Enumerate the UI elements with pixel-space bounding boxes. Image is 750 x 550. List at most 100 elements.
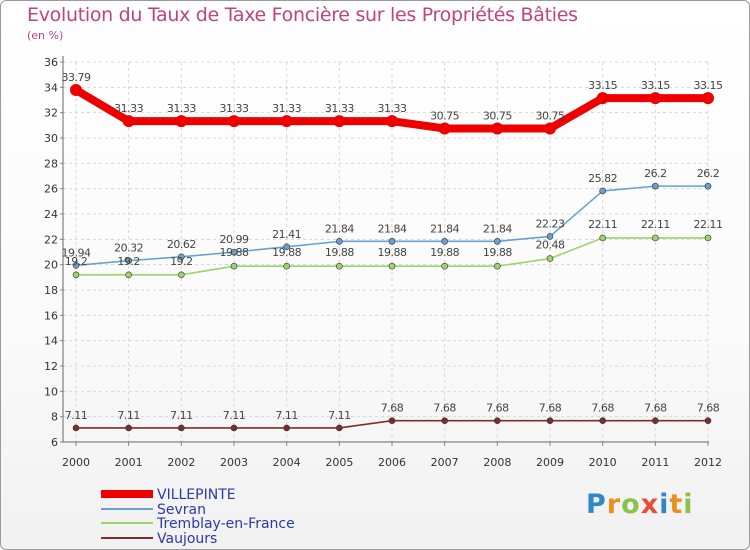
data-point — [336, 238, 343, 245]
data-point — [336, 424, 343, 432]
y-tick-label: 16 — [44, 309, 58, 322]
y-tick-label: 32 — [44, 107, 58, 120]
x-tick-label: 2000 — [62, 456, 90, 469]
data-label: 21.84 — [378, 222, 407, 235]
x-tick-label: 2009 — [536, 456, 564, 469]
data-point — [72, 271, 80, 279]
data-point — [336, 262, 343, 270]
data-point — [652, 417, 659, 425]
legend-label: Vaujours — [157, 531, 217, 547]
data-point — [70, 83, 82, 96]
data-label: 19.88 — [272, 246, 301, 259]
data-label: 33.79 — [62, 71, 91, 84]
data-point — [388, 262, 396, 270]
data-point — [72, 424, 80, 432]
data-label: 21.84 — [430, 222, 459, 235]
x-tick-label: 2003 — [220, 456, 248, 469]
y-tick-label: 18 — [44, 284, 58, 297]
data-point — [438, 122, 451, 135]
data-point — [704, 234, 712, 242]
data-label: 19.88 — [378, 246, 407, 259]
data-label: 31.33 — [272, 102, 301, 115]
data-point — [652, 234, 659, 242]
data-point — [441, 238, 448, 245]
data-label: 21.84 — [483, 222, 512, 235]
data-label: 7.68 — [433, 402, 456, 415]
data-label: 31.33 — [378, 102, 407, 115]
x-tick-label: 2011 — [641, 456, 669, 469]
x-tick-label: 2006 — [378, 456, 406, 469]
legend-label: Sevran — [157, 502, 206, 518]
data-point — [230, 262, 238, 270]
data-point — [494, 417, 501, 425]
data-point — [704, 417, 712, 425]
data-label: 20.99 — [220, 233, 249, 246]
data-point — [125, 257, 132, 264]
y-tick-label: 6 — [51, 436, 58, 449]
data-point — [228, 115, 240, 128]
data-point — [546, 233, 554, 240]
data-point — [599, 234, 606, 242]
data-label: 30.75 — [483, 110, 512, 123]
data-point — [704, 182, 712, 190]
data-point — [494, 262, 501, 270]
data-label: 19.2 — [65, 255, 88, 268]
data-point — [333, 115, 346, 128]
data-label: 7.11 — [170, 409, 193, 422]
chart-title: Evolution du Taux de Taxe Foncière sur l… — [27, 4, 578, 26]
data-label: 33.15 — [641, 79, 670, 92]
data-point — [599, 417, 606, 425]
data-label: 26.2 — [644, 167, 667, 180]
y-tick-label: 34 — [44, 81, 58, 94]
y-tick-label: 26 — [44, 183, 58, 196]
legend-label: VILLEPINTE — [157, 487, 236, 503]
data-label: 7.11 — [275, 409, 298, 422]
x-tick-label: 2008 — [483, 456, 511, 469]
data-label: 21.84 — [325, 222, 354, 235]
data-point — [125, 271, 132, 279]
data-label: 30.75 — [536, 110, 565, 123]
x-tick-label: 2004 — [273, 456, 301, 469]
data-label: 21.41 — [272, 228, 301, 241]
data-label: 7.11 — [117, 409, 140, 422]
data-label: 7.68 — [644, 402, 667, 415]
data-label: 19.2 — [170, 255, 193, 268]
data-label: 7.68 — [539, 402, 562, 415]
data-point — [491, 122, 504, 135]
data-point — [441, 417, 448, 425]
data-point — [546, 255, 554, 262]
data-label: 22.11 — [694, 218, 723, 231]
x-tick-label: 2001 — [115, 456, 143, 469]
data-label: 20.48 — [536, 239, 565, 252]
data-label: 7.11 — [223, 409, 246, 422]
x-tick-label: 2010 — [589, 456, 617, 469]
data-point — [178, 271, 185, 279]
data-point — [702, 92, 714, 105]
data-label: 7.68 — [486, 402, 509, 415]
data-label: 33.15 — [694, 79, 723, 92]
data-label: 7.11 — [328, 409, 351, 422]
data-label: 22.11 — [641, 218, 670, 231]
y-tick-label: 30 — [44, 132, 58, 145]
y-tick-label: 28 — [44, 157, 58, 170]
data-label: 26.2 — [697, 167, 720, 180]
data-point — [283, 243, 290, 251]
data-point — [546, 417, 554, 425]
data-point — [388, 417, 396, 425]
data-label: 7.68 — [591, 402, 614, 415]
data-label: 19.94 — [62, 246, 91, 259]
data-point — [652, 182, 659, 190]
data-point — [386, 115, 398, 128]
data-label: 31.33 — [220, 102, 249, 115]
data-point — [122, 115, 135, 128]
data-point — [441, 262, 448, 270]
data-point — [388, 238, 396, 245]
data-label: 19.88 — [220, 246, 249, 259]
data-point — [599, 187, 606, 195]
data-label: 7.68 — [697, 402, 720, 415]
data-label: 19.2 — [117, 255, 140, 268]
data-point — [230, 424, 238, 432]
data-label: 31.33 — [114, 102, 143, 115]
x-tick-label: 2005 — [325, 456, 353, 469]
